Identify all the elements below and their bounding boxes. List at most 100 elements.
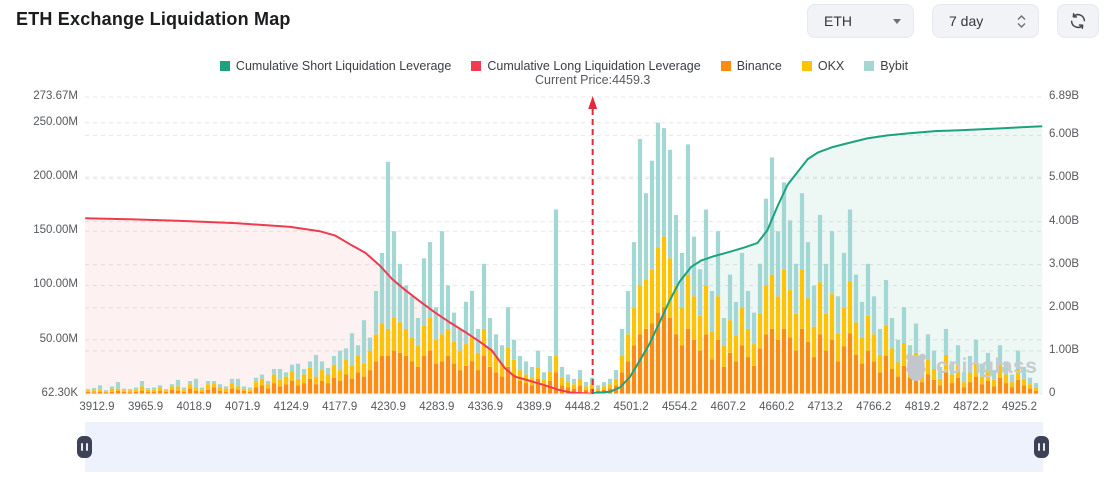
bar-binance[interactable] xyxy=(361,376,367,394)
bar-binance[interactable] xyxy=(775,339,781,394)
bar-bybit[interactable] xyxy=(85,389,91,391)
bar-binance[interactable] xyxy=(175,390,181,394)
bar-bybit[interactable] xyxy=(811,285,817,327)
bar-bybit[interactable] xyxy=(295,363,301,379)
bar-bybit[interactable] xyxy=(463,301,469,345)
bar-okx[interactable] xyxy=(319,370,325,381)
bar-okx[interactable] xyxy=(925,359,931,375)
bar-okx[interactable] xyxy=(541,379,547,387)
bar-okx[interactable] xyxy=(403,328,409,356)
bar-bybit[interactable] xyxy=(139,381,145,387)
bar-okx[interactable] xyxy=(307,368,313,379)
bar-binance[interactable] xyxy=(409,361,415,394)
bar-okx[interactable] xyxy=(769,274,775,329)
bar-okx[interactable] xyxy=(349,365,355,379)
bar-okx[interactable] xyxy=(271,374,277,384)
bar-bybit[interactable] xyxy=(367,337,373,351)
bar-bybit[interactable] xyxy=(187,381,193,385)
bar-okx[interactable] xyxy=(895,362,901,377)
bar-okx[interactable] xyxy=(1021,378,1027,386)
bar-bybit[interactable] xyxy=(967,356,973,373)
bar-okx[interactable] xyxy=(433,339,439,364)
bar-okx[interactable] xyxy=(1003,374,1009,384)
bar-binance[interactable] xyxy=(847,333,853,394)
bar-okx[interactable] xyxy=(643,280,649,329)
bar-bybit[interactable] xyxy=(403,285,409,329)
legend-item-4[interactable]: OKX xyxy=(801,59,844,73)
bar-bybit[interactable] xyxy=(1015,350,1021,369)
bar-okx[interactable] xyxy=(919,372,925,383)
bar-okx[interactable] xyxy=(703,285,709,335)
bar-okx[interactable] xyxy=(901,343,907,366)
bar-okx[interactable] xyxy=(697,315,703,351)
bar-bybit[interactable] xyxy=(661,128,667,237)
bar-bybit[interactable] xyxy=(433,307,439,340)
bar-bybit[interactable] xyxy=(145,388,151,390)
bar-okx[interactable] xyxy=(139,386,145,391)
bar-bybit[interactable] xyxy=(343,348,349,360)
bar-binance[interactable] xyxy=(895,376,901,394)
bar-binance[interactable] xyxy=(619,372,625,394)
bar-binance[interactable] xyxy=(721,366,727,394)
bar-binance[interactable] xyxy=(931,379,937,394)
bar-binance[interactable] xyxy=(319,381,325,394)
bar-bybit[interactable] xyxy=(157,385,163,388)
bar-binance[interactable] xyxy=(451,363,457,394)
bar-okx[interactable] xyxy=(751,344,757,366)
bar-bybit[interactable] xyxy=(757,263,763,314)
bar-bybit[interactable] xyxy=(565,374,571,383)
bar-bybit[interactable] xyxy=(733,301,739,336)
bar-okx[interactable] xyxy=(127,390,133,393)
bar-okx[interactable] xyxy=(481,328,487,356)
bar-binance[interactable] xyxy=(193,390,199,394)
bar-binance[interactable] xyxy=(145,391,151,394)
bar-binance[interactable] xyxy=(1021,385,1027,394)
bar-okx[interactable] xyxy=(499,363,505,377)
bar-binance[interactable] xyxy=(703,334,709,394)
bar-bybit[interactable] xyxy=(697,269,703,316)
bar-binance[interactable] xyxy=(673,334,679,394)
bar-bybit[interactable] xyxy=(163,389,169,391)
bar-binance[interactable] xyxy=(919,382,925,394)
bar-binance[interactable] xyxy=(391,350,397,394)
bar-binance[interactable] xyxy=(655,312,661,394)
bar-binance[interactable] xyxy=(1003,383,1009,394)
legend-item-1[interactable]: Cumulative Short Liquidation Leverage xyxy=(219,59,451,73)
bar-binance[interactable] xyxy=(583,389,589,394)
bar-okx[interactable] xyxy=(373,334,379,362)
bar-okx[interactable] xyxy=(301,374,307,384)
bar-okx[interactable] xyxy=(109,388,115,392)
bar-binance[interactable] xyxy=(283,384,289,394)
bar-binance[interactable] xyxy=(223,391,229,394)
bar-binance[interactable] xyxy=(157,390,163,394)
bar-binance[interactable] xyxy=(733,361,739,394)
bar-okx[interactable] xyxy=(781,269,787,329)
bar-bybit[interactable] xyxy=(655,122,661,248)
bar-bybit[interactable] xyxy=(997,345,1003,365)
bar-bybit[interactable] xyxy=(805,242,811,299)
bars-layer[interactable] xyxy=(85,122,1039,394)
bar-binance[interactable] xyxy=(457,370,463,394)
bar-binance[interactable] xyxy=(937,385,943,394)
bar-bybit[interactable] xyxy=(901,307,907,343)
bar-binance[interactable] xyxy=(127,392,133,394)
bar-binance[interactable] xyxy=(325,383,331,394)
bar-okx[interactable] xyxy=(673,285,679,335)
bar-bybit[interactable] xyxy=(631,242,637,308)
bar-bybit[interactable] xyxy=(781,182,787,270)
bar-bybit[interactable] xyxy=(451,312,457,342)
bar-binance[interactable] xyxy=(385,356,391,394)
bar-okx[interactable] xyxy=(973,362,979,377)
bar-okx[interactable] xyxy=(661,236,667,308)
bar-bybit[interactable] xyxy=(919,356,925,373)
bar-bybit[interactable] xyxy=(1021,366,1027,379)
bar-bybit[interactable] xyxy=(421,258,427,326)
bar-binance[interactable] xyxy=(439,361,445,394)
bar-okx[interactable] xyxy=(835,333,841,362)
bar-okx[interactable] xyxy=(367,350,373,371)
bar-bybit[interactable] xyxy=(853,274,859,323)
bar-binance[interactable] xyxy=(811,357,817,394)
bar-bybit[interactable] xyxy=(595,385,601,389)
bar-bybit[interactable] xyxy=(487,318,493,348)
bar-binance[interactable] xyxy=(787,337,793,394)
